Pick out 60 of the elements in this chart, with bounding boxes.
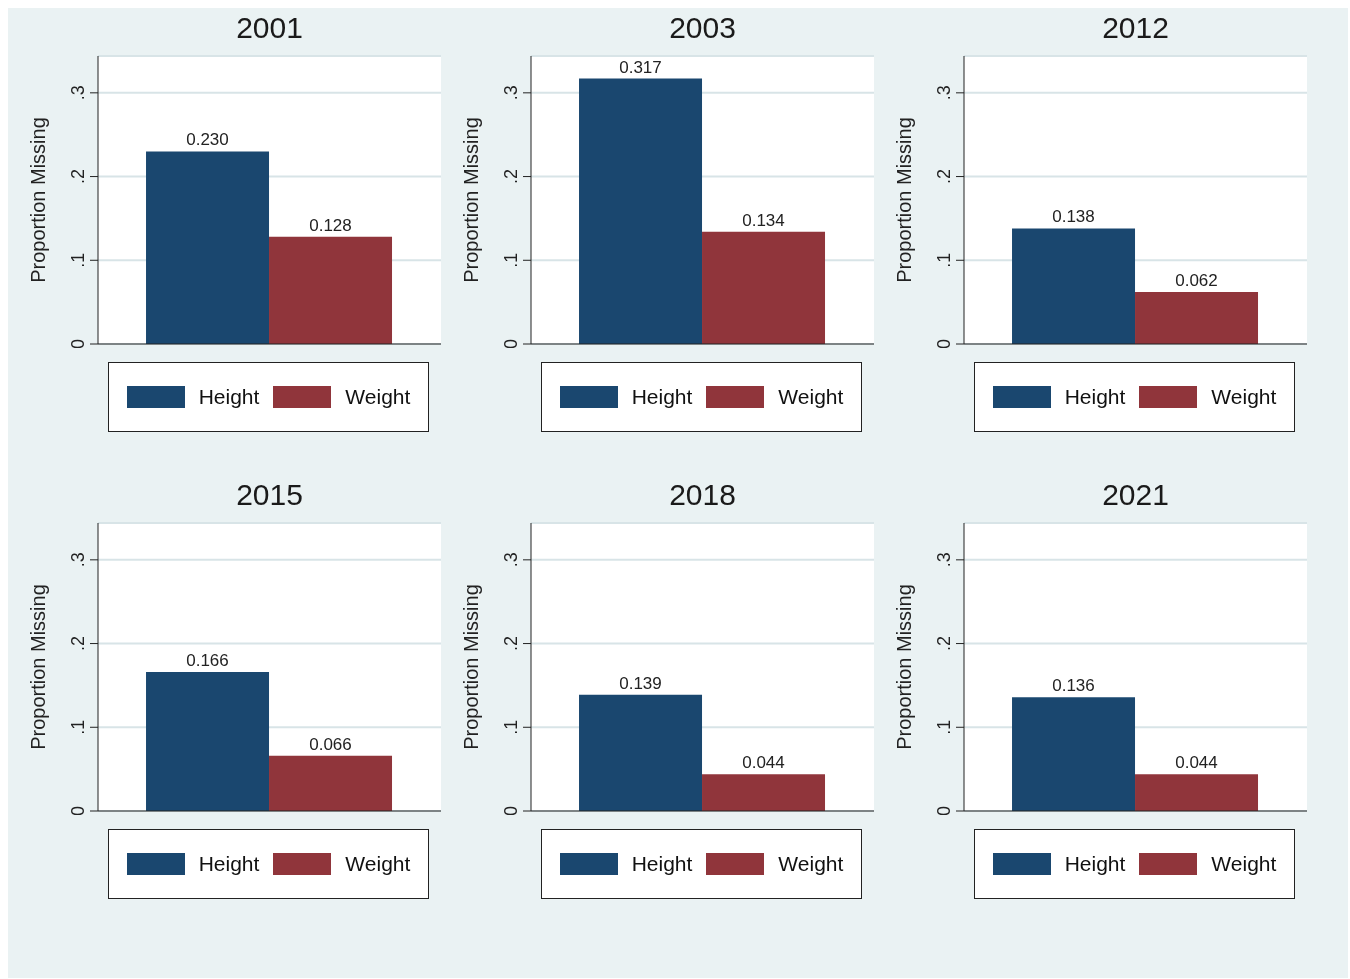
legend-label: Height [1064,852,1126,876]
y-tick-label: 0 [934,805,954,817]
legend-label: Height [1064,385,1126,409]
y-axis-title: Proportion Missing [893,584,916,750]
legend-label: Height [631,385,693,409]
y-tick-label: .3 [68,552,88,568]
chart-title: 2015 [235,477,304,513]
y-tick-label: .3 [68,85,88,101]
data-label: 0.317 [619,57,662,77]
data-label: 0.066 [309,734,352,754]
y-tick-label: .1 [934,719,954,735]
chart-title: 2001 [235,10,304,46]
chart-title: 2003 [668,10,737,46]
chart-title: 2018 [668,477,737,513]
y-tick-label: .1 [68,252,88,268]
y-tick-label: 0 [501,805,521,817]
data-label: 0.166 [186,651,229,671]
data-label: 0.138 [1052,207,1095,227]
legend-label: Weight [778,852,844,876]
y-tick-label: .1 [934,252,954,268]
y-tick-label: .2 [68,169,88,185]
data-label: 0.044 [742,753,785,773]
y-tick-label: .3 [934,552,954,568]
data-label: 0.128 [309,215,352,235]
y-axis-title: Proportion Missing [27,584,50,750]
legend-label: Height [198,852,260,876]
y-tick-label: .1 [501,252,521,268]
data-label: 0.062 [1175,271,1218,291]
legend-label: Height [198,385,260,409]
legend-label: Weight [345,385,411,409]
legend-label: Weight [1211,852,1277,876]
legend-label: Weight [345,852,411,876]
y-tick-label: .2 [501,169,521,185]
y-tick-label: .2 [501,636,521,652]
y-tick-label: 0 [68,338,88,350]
data-label: 0.139 [619,673,662,693]
legend-label: Weight [778,385,844,409]
y-tick-label: 0 [501,338,521,350]
data-label: 0.134 [742,210,785,230]
data-label: 0.044 [1175,753,1218,773]
data-label: 0.136 [1052,676,1095,696]
y-axis-title: Proportion Missing [460,117,483,283]
legend-label: Weight [1211,385,1277,409]
y-tick-label: .2 [934,169,954,185]
y-axis-title: Proportion Missing [460,584,483,750]
data-label: 0.230 [186,130,229,150]
y-axis-title: Proportion Missing [893,117,916,283]
y-tick-label: 0 [68,805,88,817]
y-tick-label: .3 [934,85,954,101]
chart-title: 2021 [1101,477,1170,513]
y-tick-label: .2 [68,636,88,652]
y-tick-label: .1 [501,719,521,735]
y-tick-label: .3 [501,85,521,101]
chart-title: 2012 [1101,10,1170,46]
legend-label: Height [631,852,693,876]
y-tick-label: 0 [934,338,954,350]
y-tick-label: .2 [934,636,954,652]
y-tick-label: .1 [68,719,88,735]
y-tick-label: .3 [501,552,521,568]
y-axis-title: Proportion Missing [27,117,50,283]
